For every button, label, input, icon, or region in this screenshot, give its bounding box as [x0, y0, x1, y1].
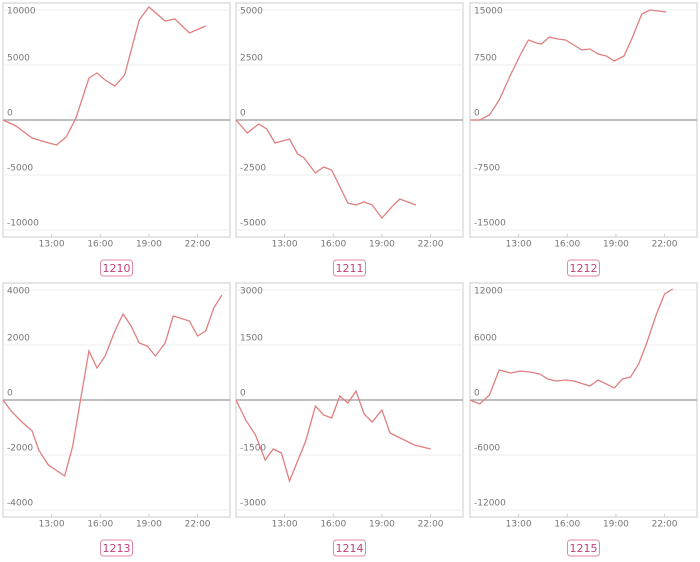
y-tick-label: 1500	[240, 334, 263, 344]
x-tick-label: 13:00	[39, 520, 65, 530]
x-tick-label: 19:00	[603, 240, 629, 250]
title-box	[567, 539, 600, 557]
y-tick-label: -2500	[240, 164, 266, 174]
x-tick-label: 13:00	[272, 520, 298, 530]
x-tick-label: 13:00	[39, 240, 65, 250]
y-tick-label: -2000	[7, 444, 33, 454]
x-tick-label: 16:00	[320, 520, 346, 530]
chart-title: 1214	[336, 542, 364, 555]
y-tick-label: 0	[240, 109, 246, 119]
data-line	[235, 389, 431, 483]
y-tick-label: 12000	[474, 287, 503, 297]
data-line	[235, 119, 417, 220]
y-tick-label: 10000	[7, 7, 36, 17]
x-tick-label: 19:00	[136, 240, 162, 250]
x-tick-label: 22:00	[652, 240, 678, 250]
x-tick-label: 19:00	[369, 520, 395, 530]
y-tick-label: -1500	[240, 444, 266, 454]
chart-title: 1215	[570, 542, 598, 555]
y-tick-label: -5000	[240, 219, 266, 229]
y-tick-label: -7500	[474, 164, 500, 174]
x-tick-label: 13:00	[506, 240, 532, 250]
x-tick-label: 22:00	[652, 520, 678, 530]
y-tick-label: 2500	[240, 54, 263, 64]
y-tick-label: -3000	[240, 499, 266, 509]
y-tick-label: 0	[7, 389, 13, 399]
y-tick-label: 4000	[7, 287, 30, 297]
x-tick-label: 22:00	[185, 240, 211, 250]
data-line	[469, 288, 674, 405]
title-box	[333, 259, 366, 277]
x-tick-label: 22:00	[185, 520, 211, 530]
chart-title: 1211	[336, 262, 364, 275]
chart-title: 1210	[103, 262, 131, 275]
x-tick-label: 19:00	[603, 520, 629, 530]
y-tick-label: 5000	[240, 7, 263, 17]
title-box	[333, 539, 366, 557]
title-box	[100, 539, 133, 557]
y-tick-label: 3000	[240, 287, 263, 297]
x-tick-label: 16:00	[320, 240, 346, 250]
y-tick-label: 6000	[474, 334, 497, 344]
y-tick-label: 0	[7, 109, 13, 119]
y-tick-label: 0	[474, 389, 480, 399]
data-line	[2, 294, 223, 478]
title-box	[100, 259, 133, 277]
y-tick-label: -15000	[474, 219, 506, 229]
y-tick-label: 7500	[474, 54, 497, 64]
y-tick-label: 0	[474, 109, 480, 119]
x-tick-label: 16:00	[554, 240, 580, 250]
y-tick-label: 2000	[7, 334, 30, 344]
x-tick-label: 13:00	[272, 240, 298, 250]
y-tick-label: -10000	[7, 219, 39, 229]
y-tick-label: -6000	[474, 444, 500, 454]
data-line	[2, 6, 206, 146]
x-tick-label: 19:00	[369, 240, 395, 250]
title-box	[567, 259, 600, 277]
y-tick-label: 0	[240, 389, 246, 399]
x-tick-label: 16:00	[554, 520, 580, 530]
data-line	[471, 9, 667, 121]
y-tick-label: -12000	[474, 499, 506, 509]
y-tick-label: 5000	[7, 54, 30, 64]
x-tick-label: 16:00	[87, 240, 113, 250]
y-tick-label: -5000	[7, 164, 33, 174]
x-tick-label: 13:00	[506, 520, 532, 530]
chart-title: 1212	[570, 262, 598, 275]
x-tick-label: 19:00	[136, 520, 162, 530]
x-tick-label: 22:00	[418, 520, 444, 530]
chart-title: 1213	[103, 542, 131, 555]
y-tick-label: -4000	[7, 499, 33, 509]
x-tick-label: 16:00	[87, 520, 113, 530]
y-tick-label: 15000	[474, 7, 503, 17]
x-tick-label: 22:00	[418, 240, 444, 250]
